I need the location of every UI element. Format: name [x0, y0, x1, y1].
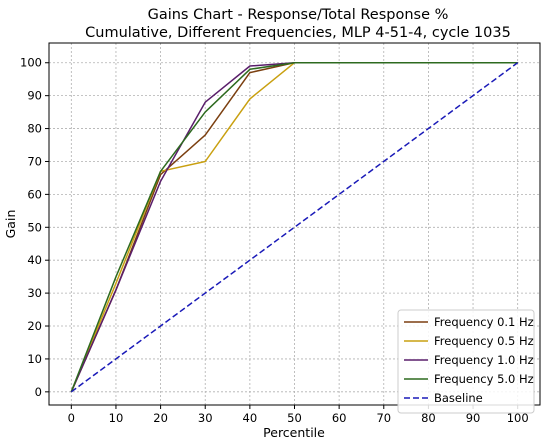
x-tick-label: 0	[68, 411, 75, 425]
y-tick-label: 60	[27, 187, 42, 201]
chart-title: Gains Chart - Response/Total Response %	[148, 7, 449, 23]
series-line	[70, 61, 518, 393]
x-axis-label: Percentile	[263, 425, 325, 440]
y-tick-label: 40	[27, 253, 42, 267]
legend-box	[397, 309, 535, 414]
legend-label: Frequency 1.0 Hz	[434, 353, 534, 367]
y-tick-label: 70	[27, 154, 42, 168]
y-axis-label: Gain	[3, 210, 18, 239]
y-tick-label: 0	[35, 385, 42, 399]
y-tick-label: 30	[27, 286, 42, 300]
y-tick-label: 90	[27, 89, 42, 103]
legend-label: Frequency 5.0 Hz	[434, 372, 534, 386]
chart-subtitle: Cumulative, Different Frequencies, MLP 4…	[85, 25, 511, 41]
legend-label: Frequency 0.1 Hz	[434, 315, 534, 329]
x-tick-label: 60	[332, 411, 347, 425]
series-lines	[70, 61, 519, 393]
y-tick-label: 80	[27, 122, 42, 136]
x-tick-label: 50	[287, 411, 302, 425]
x-tick-label: 90	[466, 411, 481, 425]
y-tick-label: 10	[27, 352, 42, 366]
series-line	[70, 62, 519, 393]
legend-label: Baseline	[434, 391, 483, 405]
axis-ticks: 0 10 20 30 40 50 60 70 80 90 100 0 10 20 30 40 50 60 70 80 9…	[20, 56, 529, 425]
y-tick-label: 50	[27, 220, 42, 234]
x-tick-label: 40	[243, 411, 258, 425]
x-tick-label: 30	[198, 411, 213, 425]
x-tick-label: 10	[109, 411, 124, 425]
x-tick-label: 80	[421, 411, 436, 425]
x-tick-label: 20	[153, 411, 168, 425]
y-tick-label: 20	[27, 319, 42, 333]
x-tick-label: 100	[507, 411, 529, 425]
legend: Frequency 0.1 Hz Frequency 0.5 Hz Frequenc…	[397, 309, 535, 414]
legend-label: Frequency 0.5 Hz	[434, 334, 534, 348]
y-tick-label: 100	[20, 56, 42, 70]
x-tick-label: 70	[376, 411, 391, 425]
